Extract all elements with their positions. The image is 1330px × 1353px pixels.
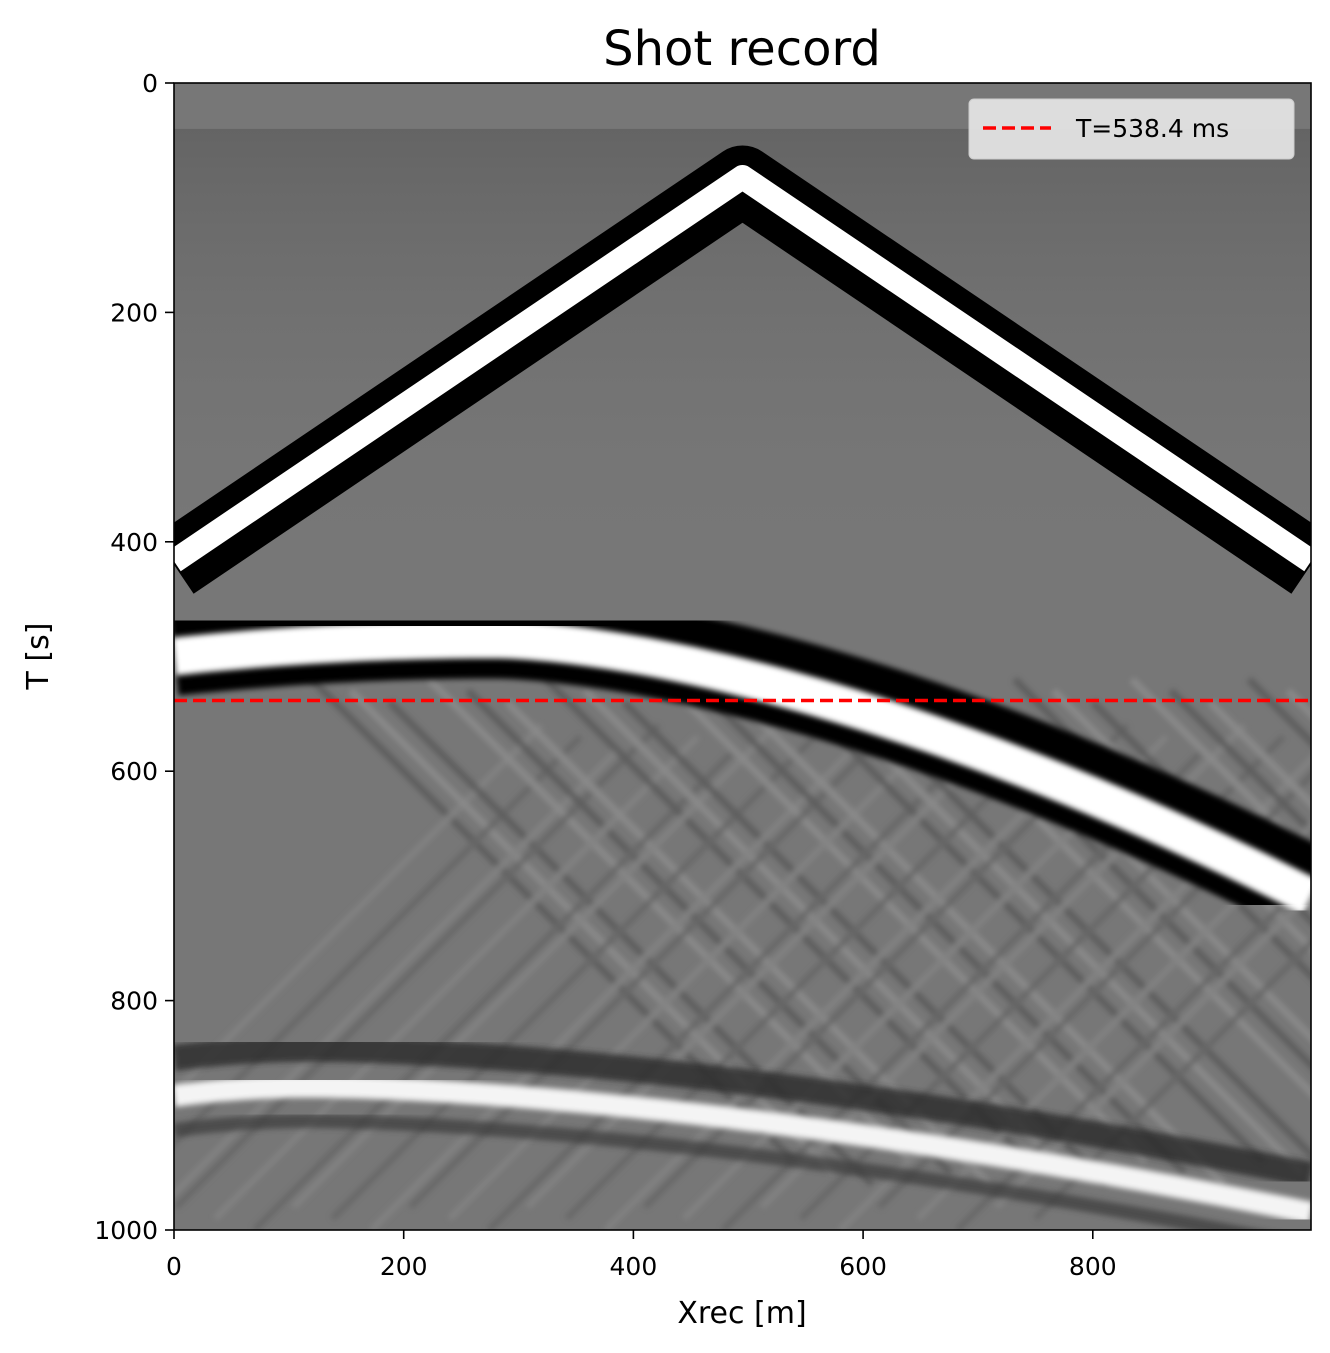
y-axis-label: T [s] [21, 623, 56, 691]
legend: T=538.4 ms [968, 98, 1295, 160]
streak-down-left [916, 822, 1311, 1221]
wavefront-events [174, 145, 1311, 1230]
second-reflection [174, 1035, 1311, 1230]
x-tick-label: 0 [166, 1252, 182, 1281]
y-tick-label: 0 [142, 69, 158, 98]
first-reflection [174, 588, 1311, 932]
streak-down-right [738, 699, 1227, 1187]
plot-frame [173, 82, 1312, 1231]
streak-down-right [621, 699, 1110, 1187]
x-tick-label: 800 [1069, 1252, 1117, 1281]
direct-wave-white-band [174, 165, 1311, 572]
reflection-2-lower-dark-band [174, 1114, 1261, 1230]
streak-down-right [543, 676, 1031, 1164]
streak-down-right [856, 699, 1311, 1160]
streak-down-right [1207, 699, 1311, 809]
reflection-2-dark-band [174, 1035, 1311, 1188]
streak-down-left [369, 746, 857, 1230]
streak-down-right [1129, 676, 1311, 864]
y-tick-label: 400 [110, 528, 158, 557]
y-tick-label: 1000 [94, 1216, 158, 1245]
reflection-1-white-band [174, 620, 1311, 915]
direct-wave [174, 145, 1311, 594]
streak-down-left [486, 746, 974, 1230]
y-tick-label: 800 [110, 987, 158, 1016]
legend-box [968, 98, 1295, 160]
streak-down-left [955, 872, 1311, 1230]
legend-entry-label: T=538.4 ms [1075, 114, 1229, 143]
seismic-image [174, 83, 1311, 1230]
streak-down-right [816, 688, 1305, 1176]
x-tick-label: 200 [380, 1252, 428, 1281]
x-axis-label: Xrec [m] [677, 1296, 806, 1331]
streak-down-right [699, 688, 1188, 1176]
streak-down-right [660, 676, 1149, 1164]
x-tick-label: 400 [610, 1252, 658, 1281]
streak-down-right [387, 699, 875, 1187]
streak-down-right [777, 676, 1266, 1164]
y-tick-label: 600 [110, 757, 158, 786]
streak-down-right [1168, 688, 1311, 836]
streak-down-left [174, 746, 622, 1198]
y-tick-label: 200 [110, 298, 158, 327]
streak-down-left [252, 746, 739, 1230]
streak-down-right [582, 688, 1070, 1176]
y-axis: 0 200 400 600 800 1000 [94, 69, 174, 1245]
reflection-2-white-band [174, 1075, 1311, 1224]
x-axis: 0 200 400 600 800 [166, 1230, 1117, 1281]
x-tick-label: 600 [839, 1252, 887, 1281]
chart-title: Shot record [603, 21, 881, 77]
